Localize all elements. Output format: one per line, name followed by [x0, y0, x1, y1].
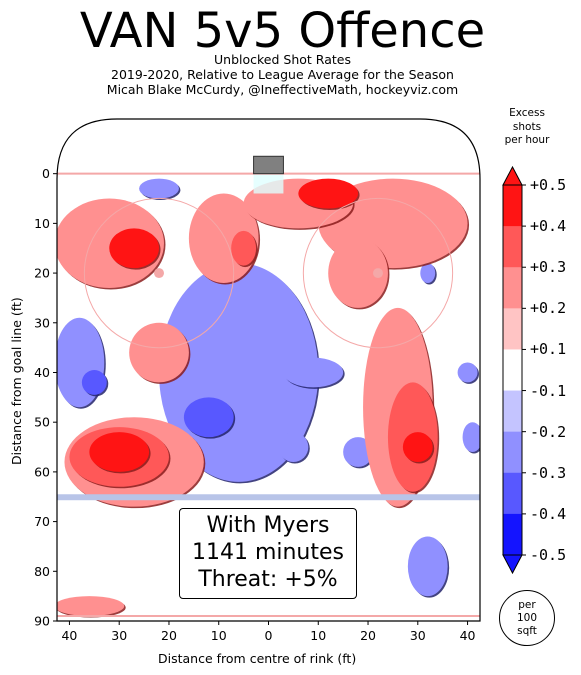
shot-rate-region	[139, 178, 179, 199]
faceoff-dot	[154, 268, 164, 279]
colorbar-tick-label: -0.4	[530, 504, 567, 523]
colorbar-segment	[503, 226, 522, 268]
x-axis-label: Distance from centre of rink (ft)	[158, 651, 357, 666]
colorbar-extend-top	[502, 165, 523, 186]
shot-rate-region	[402, 432, 433, 462]
colorbar-segment	[503, 390, 522, 433]
x-tick-label: 40	[61, 628, 77, 643]
y-tick-label: 30	[34, 315, 50, 330]
annotation-line: With Myers	[206, 513, 330, 538]
shot-rate-region	[109, 228, 160, 269]
colorbar-segment	[503, 349, 522, 392]
x-tick-label: 20	[360, 628, 376, 643]
rink-boards	[56, 118, 481, 622]
colorbar-segment	[503, 431, 522, 474]
shot-rate-region	[283, 357, 344, 388]
subtitle-line-3: Micah Blake McCurdy, @IneffectiveMath, h…	[106, 82, 459, 97]
colorbar-segment	[503, 308, 522, 350]
x-tick-label: 30	[111, 628, 127, 643]
colorbar-tick-label: -0.3	[530, 463, 567, 482]
colorbar-frame	[502, 184, 523, 556]
colorbar-tick-label: +0.3	[530, 258, 567, 277]
goal-crease	[253, 173, 284, 194]
x-tick-label: 10	[310, 628, 326, 643]
x-tick-label: 40	[460, 628, 476, 643]
chart-title: VAN 5v5 Offence	[79, 3, 486, 59]
shot-rate-region	[81, 370, 107, 395]
shot-rate-region	[129, 322, 189, 383]
annotation-line: Threat: +5%	[198, 567, 338, 592]
shot-rate-regions	[57, 178, 480, 618]
y-axis-label: Distance from goal line (ft)	[9, 297, 24, 465]
colorbar-title-line: shots	[512, 120, 542, 133]
axes: 40 30 20 10 0 10 20 30 40 0 10 20 30 40 50 60 70 80 90	[34, 166, 475, 643]
blue-line	[57, 494, 480, 501]
x-tick-label: 0	[265, 628, 273, 643]
colorbar-title-line: per hour	[504, 134, 550, 146]
colorbar-extend-bottom	[502, 554, 523, 575]
shot-rate-region	[231, 230, 257, 266]
y-tick-label: 80	[34, 564, 50, 579]
unit-line: per	[518, 598, 536, 611]
y-tick-label: 40	[34, 365, 50, 380]
shot-rate-region	[420, 263, 436, 284]
shot-rate-region	[462, 422, 480, 453]
colorbar-segment	[503, 267, 522, 309]
shot-rate-region	[278, 432, 309, 462]
colorbar-tick-label: +0.1	[530, 340, 567, 359]
y-tick-label: 70	[34, 514, 50, 529]
colorbar-segment	[503, 472, 522, 515]
colorbar-tick-label: +0.2	[530, 299, 567, 318]
colorbar-tick-label: -0.2	[530, 422, 567, 441]
colorbar-tick-label: -0.1	[530, 381, 567, 400]
colorbar-tick-label: -0.5	[530, 546, 567, 564]
faceoff-circle	[302, 197, 454, 349]
colorbar	[502, 165, 526, 575]
rink-markings	[56, 118, 481, 622]
subtitle-line-2: 2019-2020, Relative to League Average fo…	[111, 67, 454, 82]
faceoff-dot	[373, 268, 383, 279]
x-tick-label: 30	[410, 628, 426, 643]
y-tick-label: 10	[34, 216, 50, 231]
goal-net	[253, 155, 284, 175]
shot-rate-region	[407, 536, 448, 597]
faceoff-circle	[83, 197, 235, 349]
colorbar-tick-label: +0.5	[530, 176, 567, 194]
unit-badge: per 100 sqft	[499, 590, 555, 646]
x-tick-label: 10	[211, 628, 227, 643]
x-tick-label: 20	[161, 628, 177, 643]
colorbar-segment	[503, 513, 522, 556]
y-tick-label: 60	[34, 464, 50, 479]
y-tick-label: 50	[34, 415, 50, 430]
shot-rate-region	[89, 432, 150, 472]
y-tick-label: 90	[34, 614, 50, 629]
colorbar-title-line: Excess	[509, 107, 545, 119]
subtitle-line-1: Unblocked Shot Rates	[214, 52, 351, 67]
colorbar-tick-label: +0.4	[530, 217, 567, 236]
shot-rate-region	[57, 596, 125, 617]
unit-line: 100	[516, 611, 538, 624]
shot-rate-region	[457, 362, 478, 383]
colorbar-title: Excess shots per hour	[499, 107, 555, 148]
shot-rate-region	[343, 437, 374, 467]
unit-line: sqft	[517, 624, 537, 637]
y-tick-label: 20	[34, 266, 50, 281]
shot-rate-region	[298, 178, 359, 209]
shot-rate-region	[328, 238, 388, 308]
y-tick-label: 0	[42, 166, 50, 181]
annotation-box: With Myers 1141 minutes Threat: +5%	[179, 508, 357, 599]
colorbar-segment	[503, 185, 522, 227]
annotation-line: 1141 minutes	[191, 540, 345, 565]
shot-rate-region	[183, 397, 234, 438]
